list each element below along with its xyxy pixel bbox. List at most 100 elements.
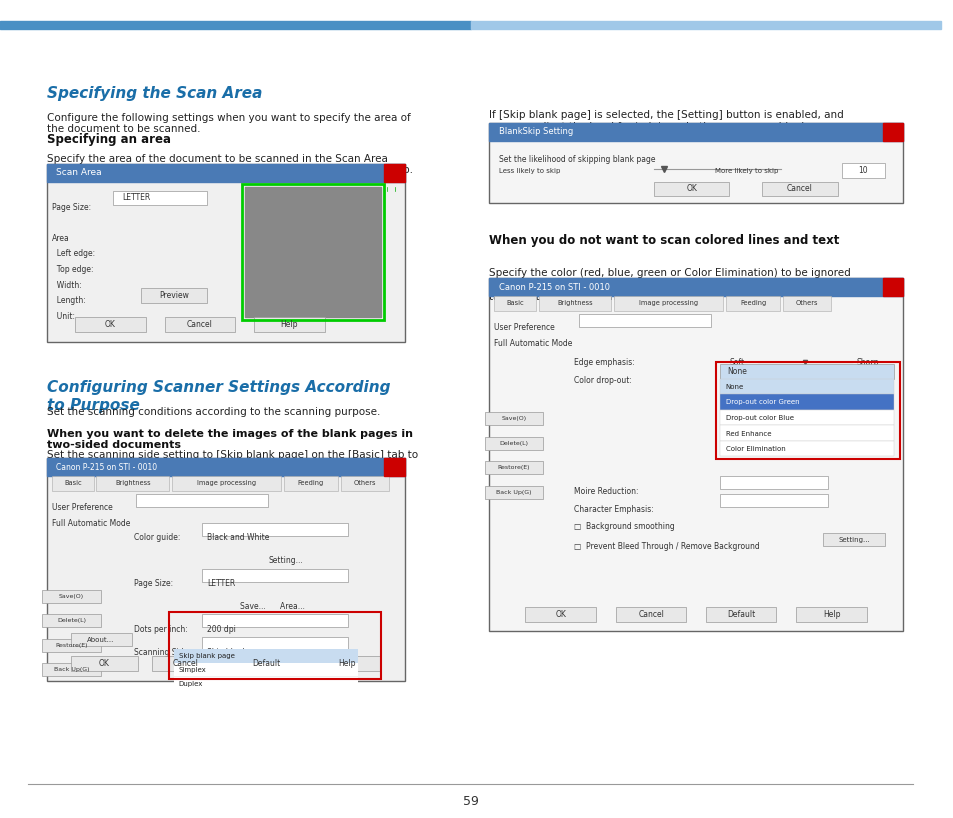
Bar — [383, 164, 404, 182]
Text: Width:: Width: — [51, 281, 81, 290]
Text: Save(O): Save(O) — [500, 416, 526, 421]
Text: Set the scanning side setting to [Skip blank page] on the [Basic] tab to
delete : Set the scanning side setting to [Skip b… — [47, 450, 417, 471]
Text: User Preference: User Preference — [51, 503, 112, 512]
Bar — [233, 656, 300, 671]
Text: Save(O): Save(O) — [59, 594, 84, 599]
Bar — [782, 296, 830, 311]
Text: Others: Others — [353, 480, 375, 487]
Text: About...: About... — [87, 636, 114, 643]
Text: Specify the area of the document to be scanned in the Scan Area
dialog box, whic: Specify the area of the document to be s… — [47, 154, 413, 175]
Bar — [524, 607, 595, 622]
Text: Duplex: Duplex — [178, 681, 203, 687]
Text: Specify the color (red, blue, green or Color Elimination) to be ignored
(dropped: Specify the color (red, blue, green or C… — [489, 268, 856, 302]
Bar — [614, 296, 722, 311]
Bar — [489, 123, 902, 203]
Bar — [484, 486, 542, 499]
Text: Default: Default — [727, 609, 755, 619]
Text: Help: Help — [338, 658, 355, 668]
Text: Image processing: Image processing — [196, 480, 255, 487]
Text: Delete(L): Delete(L) — [498, 441, 528, 446]
Text: Less likely to skip: Less likely to skip — [498, 168, 559, 174]
Bar — [489, 123, 902, 141]
Bar — [720, 364, 893, 379]
Text: Full Automatic Mode: Full Automatic Mode — [494, 339, 572, 348]
Text: If [Skip blank page] is selected, the [Setting] button is enabled, and
you can a: If [Skip blank page] is selected, the [S… — [489, 110, 843, 132]
Bar — [253, 317, 324, 332]
Text: Brightness: Brightness — [114, 480, 151, 487]
Text: Setting...: Setting... — [268, 556, 303, 565]
Text: Page Size:: Page Size: — [51, 203, 91, 212]
Bar — [47, 458, 404, 476]
Text: OK: OK — [685, 184, 697, 194]
Bar — [720, 394, 893, 410]
Bar — [75, 317, 146, 332]
Text: Dots per inch:: Dots per inch: — [133, 625, 187, 634]
Text: LETTER: LETTER — [207, 579, 235, 588]
Bar — [716, 362, 899, 459]
Text: None: None — [727, 366, 746, 376]
Text: Character Emphasis:: Character Emphasis: — [574, 505, 653, 514]
Text: BlankSkip Setting: BlankSkip Setting — [498, 127, 573, 137]
Text: Canon P-215 on STI - 0010: Canon P-215 on STI - 0010 — [56, 462, 157, 472]
Text: Specifying an area: Specifying an area — [47, 133, 171, 146]
Text: 200 dpi: 200 dpi — [207, 625, 235, 634]
Text: None: None — [725, 384, 743, 390]
Bar — [71, 633, 132, 646]
Text: Feeding: Feeding — [740, 300, 765, 307]
Bar — [141, 288, 207, 303]
Text: Save...      Area...: Save... Area... — [240, 602, 305, 611]
Bar — [42, 663, 101, 676]
Text: Drop-out color Green: Drop-out color Green — [725, 399, 799, 406]
Text: Cancel: Cancel — [638, 609, 663, 619]
Text: Sharp: Sharp — [856, 358, 878, 367]
Bar — [470, 21, 941, 29]
Text: Red Enhance: Red Enhance — [725, 430, 770, 437]
Text: Setting...: Setting... — [838, 537, 869, 543]
Bar — [705, 607, 776, 622]
Bar — [165, 317, 235, 332]
Bar — [340, 476, 388, 491]
Text: Restore(E): Restore(E) — [55, 643, 88, 648]
Bar — [47, 458, 404, 681]
Bar — [720, 476, 827, 489]
Bar — [822, 533, 883, 546]
Text: Configure the following settings when you want to specify the area of
the docume: Configure the following settings when yo… — [47, 113, 411, 134]
Text: 59: 59 — [462, 795, 478, 808]
Text: Edge emphasis:: Edge emphasis: — [574, 358, 634, 367]
Bar — [42, 614, 101, 627]
Text: Skip blank page: Skip blank page — [207, 648, 268, 657]
Text: Top edge:: Top edge: — [51, 265, 93, 274]
Text: Basic: Basic — [506, 300, 523, 307]
Bar — [484, 412, 542, 425]
Text: Black and White: Black and White — [207, 533, 269, 542]
Text: LETTER: LETTER — [122, 193, 151, 203]
Text: Help: Help — [280, 320, 297, 330]
Bar — [0, 21, 470, 29]
Bar — [170, 612, 381, 679]
Text: User Preference: User Preference — [494, 323, 555, 332]
Bar — [174, 677, 357, 690]
Text: Set the likelihood of skipping blank page: Set the likelihood of skipping blank pag… — [498, 155, 655, 164]
Bar — [51, 476, 93, 491]
Bar — [47, 164, 404, 342]
Text: Skip blank page: Skip blank page — [178, 653, 234, 659]
Text: Specifying the Scan Area: Specifying the Scan Area — [47, 86, 262, 101]
Text: Cancel: Cancel — [786, 184, 812, 194]
Text: Full Automatic Mode: Full Automatic Mode — [51, 519, 130, 528]
Bar — [720, 494, 827, 507]
Text: Help: Help — [822, 609, 840, 619]
Bar — [720, 410, 893, 425]
Bar — [314, 656, 381, 671]
Text: Moire Reduction:: Moire Reduction: — [574, 487, 638, 496]
Bar — [882, 278, 902, 296]
Text: Cancel: Cancel — [187, 320, 213, 330]
Bar — [202, 614, 348, 627]
Text: Color drop-out:: Color drop-out: — [574, 376, 631, 385]
Text: □  Prevent Bleed Through / Remove Background: □ Prevent Bleed Through / Remove Backgro… — [574, 542, 759, 551]
Bar — [96, 476, 169, 491]
Bar — [244, 187, 381, 317]
Text: Restore(E): Restore(E) — [497, 465, 530, 470]
Text: Delete(L): Delete(L) — [57, 618, 86, 623]
Bar — [720, 425, 893, 441]
Text: Soft: Soft — [729, 358, 743, 367]
